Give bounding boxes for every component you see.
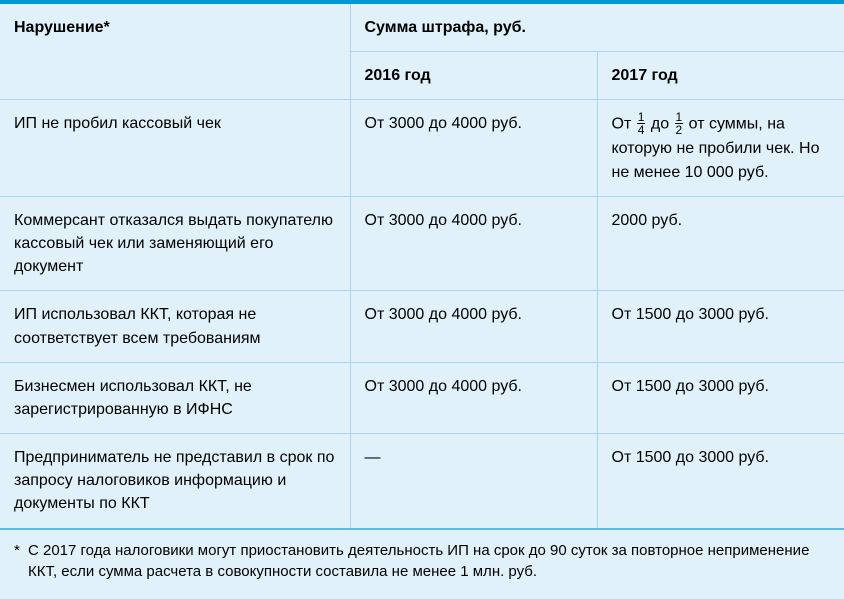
fraction-1-4: 14 — [637, 111, 646, 136]
cell-2016: — — [350, 434, 597, 529]
table-header: Нарушение* Сумма штрафа, руб. 2016 год 2… — [0, 4, 844, 100]
cell-violation: Коммерсант отказался выдать покупателю к… — [0, 196, 350, 291]
footnote-text: С 2017 года налоговики могут приостанови… — [28, 540, 830, 584]
cell-violation: Бизнесмен использовал ККТ, не зарегистри… — [0, 362, 350, 433]
footnote-asterisk: * — [14, 540, 28, 584]
header-violation: Нарушение* — [0, 4, 350, 100]
y2017-prefix: От — [612, 116, 636, 133]
header-year-2016: 2016 год — [350, 52, 597, 100]
cell-2017: От 1500 до 3000 руб. — [597, 434, 844, 529]
cell-violation: ИП не пробил кассовый чек — [0, 100, 350, 196]
cell-2016: От 3000 до 4000 руб. — [350, 291, 597, 362]
fines-table-container: Нарушение* Сумма штрафа, руб. 2016 год 2… — [0, 0, 844, 599]
table-body: ИП не пробил кассовый чек От 3000 до 400… — [0, 100, 844, 529]
fraction-denominator: 4 — [637, 124, 646, 136]
fraction-denominator: 2 — [675, 124, 684, 136]
cell-2017: От 1500 до 3000 руб. — [597, 291, 844, 362]
cell-violation: ИП использовал ККТ, которая не соответст… — [0, 291, 350, 362]
cell-2017: 2000 руб. — [597, 196, 844, 291]
table-row: Бизнесмен использовал ККТ, не зарегистри… — [0, 362, 844, 433]
header-row-1: Нарушение* Сумма штрафа, руб. — [0, 4, 844, 52]
table-row: Предприниматель не представил в срок по … — [0, 434, 844, 529]
cell-2016: От 3000 до 4000 руб. — [350, 362, 597, 433]
cell-2017: От 1500 до 3000 руб. — [597, 362, 844, 433]
cell-2017: От 14 до 12 от суммы, на которую не проб… — [597, 100, 844, 196]
footnote: * С 2017 года налоговики могут приостано… — [0, 530, 844, 599]
y2017-mid: до — [646, 116, 673, 133]
fines-table: Нарушение* Сумма штрафа, руб. 2016 год 2… — [0, 4, 844, 530]
cell-2016: От 3000 до 4000 руб. — [350, 196, 597, 291]
cell-2016: От 3000 до 4000 руб. — [350, 100, 597, 196]
table-row: ИП использовал ККТ, которая не соответст… — [0, 291, 844, 362]
cell-violation: Предприниматель не представил в срок по … — [0, 434, 350, 529]
header-year-2017: 2017 год — [597, 52, 844, 100]
header-fine-sum: Сумма штрафа, руб. — [350, 4, 844, 52]
table-row: ИП не пробил кассовый чек От 3000 до 400… — [0, 100, 844, 196]
fraction-1-2: 12 — [675, 111, 684, 136]
table-row: Коммерсант отказался выдать покупателю к… — [0, 196, 844, 291]
